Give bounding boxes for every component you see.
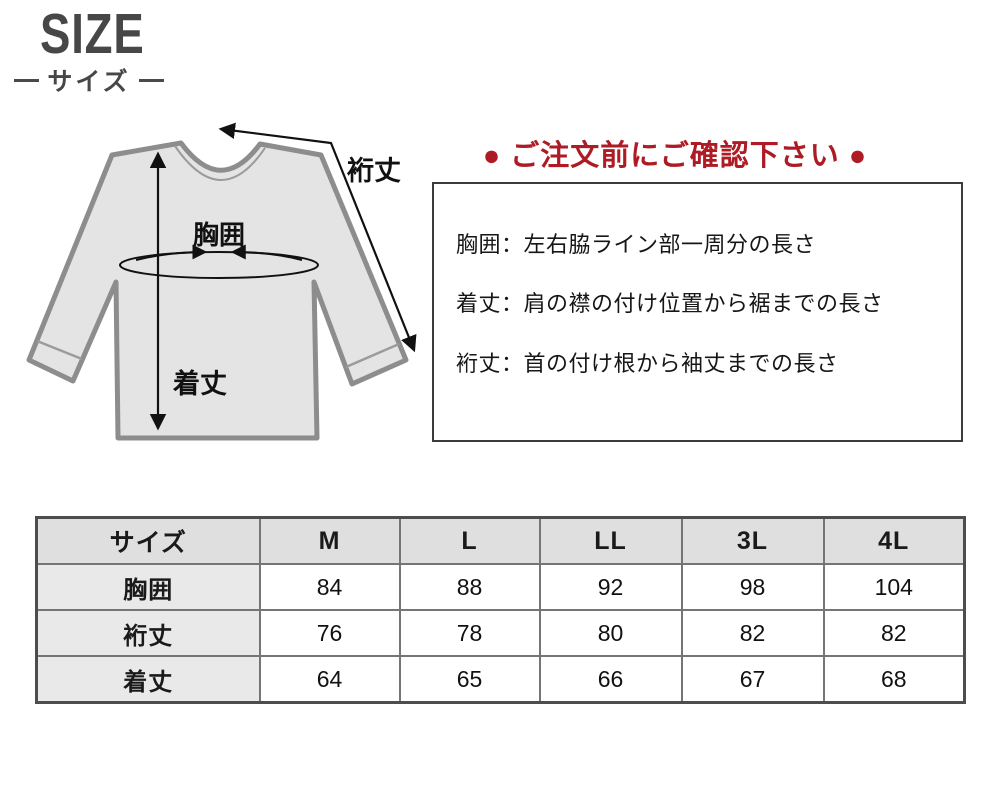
- shirt-measurement-diagram: 裄丈 胸囲 着丈: [26, 122, 417, 441]
- sleeve-length-arrow: [218, 122, 417, 353]
- length-4l: 68: [822, 655, 966, 704]
- chest-4l: 104: [822, 563, 966, 611]
- chest-m: 84: [258, 563, 401, 611]
- length-l: 65: [398, 655, 541, 704]
- row-label-sleeve: 裄丈: [35, 609, 261, 657]
- length-3l: 67: [680, 655, 825, 704]
- table-row-sleeve: 裄丈 76 78 80 82 82: [35, 609, 966, 657]
- page-subtitle: サイズ: [14, 62, 164, 98]
- length-m: 64: [258, 655, 401, 704]
- notice-heading: ● ご注文前にご確認下さい ●: [482, 140, 868, 172]
- subtitle-text: サイズ: [47, 68, 131, 96]
- chest-arrow-left: [135, 244, 208, 261]
- col-header-m: M: [258, 516, 401, 565]
- sleeve-4l: 82: [822, 609, 966, 657]
- chest-l: 88: [398, 563, 541, 611]
- left-cuff-line: [36, 339, 83, 361]
- chest-3l: 98: [680, 563, 825, 611]
- sleeve-3l: 82: [680, 609, 825, 657]
- col-header-l: L: [398, 516, 541, 565]
- chest-arrow-right: [230, 244, 303, 261]
- row-label-chest: 胸囲: [35, 563, 261, 611]
- row-label-length: 着丈: [35, 655, 261, 704]
- chest-label: 胸囲: [193, 220, 245, 250]
- notice-line-sleeve: 裄丈：首の付け根から袖丈までの長さ: [456, 350, 839, 376]
- table-row-length: 着丈 64 65 66 67 68: [35, 655, 966, 704]
- subtitle-dash-left: [14, 78, 40, 82]
- notice-line-length: 着丈：肩の襟の付け位置から裾までの長さ: [456, 291, 884, 317]
- col-header-size: サイズ: [35, 516, 261, 565]
- subtitle-dash-right: [138, 78, 164, 82]
- chest-ll: 92: [538, 563, 683, 611]
- table-row-chest: 胸囲 84 88 92 98 104: [35, 563, 966, 611]
- notice-line-chest: 胸囲：左右脇ライン部一周分の長さ: [456, 232, 817, 257]
- table-header-row: サイズ M L LL 3L 4L: [35, 516, 966, 565]
- col-header-3l: 3L: [680, 516, 825, 565]
- size-table: サイズ M L LL 3L 4L 胸囲 84 88 92 98 104 裄丈 7…: [35, 516, 966, 704]
- chest-ellipse: [119, 251, 319, 279]
- sleeve-length-label: 裄丈: [346, 156, 401, 186]
- notice-box: 胸囲：左右脇ライン部一周分の長さ 着丈：肩の襟の付け位置から裾までの長さ 裄丈：…: [432, 182, 963, 442]
- sleeve-l: 78: [398, 609, 541, 657]
- sleeve-m: 76: [258, 609, 401, 657]
- length-ll: 66: [538, 655, 683, 704]
- page-title: SIZE: [40, 2, 145, 66]
- sleeve-ll: 80: [538, 609, 683, 657]
- col-header-ll: LL: [538, 516, 683, 565]
- body-length-label: 着丈: [172, 368, 227, 399]
- col-header-4l: 4L: [822, 516, 966, 565]
